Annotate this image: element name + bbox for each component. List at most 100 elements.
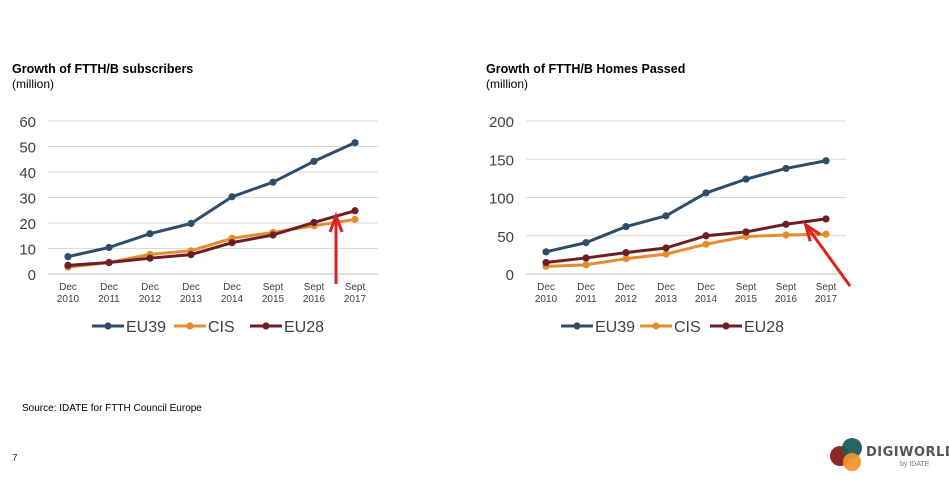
annotation-arrowhead-icon xyxy=(328,211,344,233)
x-tick-label: 2011 xyxy=(575,294,597,305)
x-tick-label: Dec xyxy=(617,282,635,293)
x-tick-label: 2012 xyxy=(139,294,162,305)
chart2-subtitle: (million) xyxy=(486,77,528,91)
data-point-cis xyxy=(822,230,830,238)
data-point-eu28 xyxy=(582,254,590,262)
x-tick-label: Dec xyxy=(697,282,715,293)
data-point-eu39 xyxy=(310,157,318,165)
legend-label-cis: CIS xyxy=(208,319,235,336)
series-line-cis xyxy=(545,232,827,268)
data-point-eu39 xyxy=(351,139,359,147)
data-point-eu28 xyxy=(310,218,318,227)
x-tick-label: Sept xyxy=(263,282,284,293)
data-point-eu39 xyxy=(782,164,790,173)
x-tick-label: Dec xyxy=(657,282,675,293)
data-point-eu39 xyxy=(269,178,277,186)
annotation-arrowhead-icon xyxy=(803,221,821,242)
x-tick-label: 2016 xyxy=(303,294,326,305)
x-tick-label: Dec xyxy=(577,282,595,293)
y-tick-label: 40 xyxy=(19,165,36,182)
data-point-eu39 xyxy=(105,243,113,252)
x-tick-label: 2014 xyxy=(221,294,244,305)
legend-swatch-marker xyxy=(262,322,270,330)
x-tick-label: 2015 xyxy=(262,294,285,305)
data-point-eu28 xyxy=(187,251,195,259)
x-tick-label: 2010 xyxy=(535,294,558,305)
x-tick-label: 2013 xyxy=(180,294,203,305)
x-tick-label: 2011 xyxy=(98,294,120,305)
legend-label-eu39: EU39 xyxy=(126,319,166,336)
data-point-eu39 xyxy=(822,157,830,165)
chart1-title: Growth of FTTH/B subscribers xyxy=(12,62,194,76)
legend-swatch-marker xyxy=(104,322,112,330)
series-line-eu39 xyxy=(67,141,356,259)
data-point-eu39 xyxy=(662,212,670,220)
data-point-cis xyxy=(702,240,710,248)
data-point-eu28 xyxy=(351,207,359,215)
x-tick-label: 2017 xyxy=(344,294,367,305)
x-tick-label: Dec xyxy=(182,282,200,293)
y-tick-label: 50 xyxy=(497,229,514,246)
y-tick-label: 150 xyxy=(489,152,514,169)
x-tick-label: 2013 xyxy=(655,294,678,305)
y-tick-label: 60 xyxy=(19,114,36,131)
annotation-arrow-icon xyxy=(806,227,852,287)
data-point-eu28 xyxy=(105,258,113,267)
x-tick-label: 2014 xyxy=(695,294,718,305)
data-point-eu39 xyxy=(542,248,550,256)
x-tick-label: Sept xyxy=(776,282,797,293)
y-tick-label: 0 xyxy=(506,267,514,284)
x-tick-label: Sept xyxy=(345,282,366,293)
data-point-cis xyxy=(622,255,630,263)
x-tick-label: Dec xyxy=(100,282,118,293)
data-point-eu28 xyxy=(64,261,72,269)
y-tick-label: 50 xyxy=(19,140,36,157)
logo-circles-icon xyxy=(830,438,862,471)
data-point-eu39 xyxy=(702,189,710,197)
y-tick-label: 100 xyxy=(489,191,514,208)
logo-wordmark: DIGIWORLD xyxy=(866,445,949,460)
x-tick-label: Sept xyxy=(736,282,757,293)
legend-label-eu28: EU28 xyxy=(284,319,324,336)
data-point-eu28 xyxy=(228,239,236,247)
data-point-eu28 xyxy=(702,232,710,240)
data-point-cis xyxy=(582,261,590,269)
source-note: Source: IDATE for FTTH Council Europe xyxy=(22,403,202,414)
x-tick-label: 2010 xyxy=(57,294,80,305)
x-tick-label: Dec xyxy=(537,282,555,293)
y-tick-label: 0 xyxy=(28,267,36,284)
legend-label-eu39: EU39 xyxy=(595,319,635,336)
legend-swatch-marker xyxy=(722,322,730,330)
legend-swatch-marker xyxy=(186,322,194,330)
y-tick-label: 20 xyxy=(19,216,36,233)
x-tick-label: Dec xyxy=(141,282,159,293)
logo-byline: by IDATE xyxy=(900,461,930,468)
data-point-eu28 xyxy=(822,215,830,223)
data-point-eu28 xyxy=(269,231,277,239)
x-tick-label: Dec xyxy=(59,282,77,293)
data-point-eu28 xyxy=(622,248,630,257)
y-tick-label: 30 xyxy=(19,191,36,208)
chart2-title: Growth of FTTH/B Homes Passed xyxy=(486,62,686,76)
data-point-eu39 xyxy=(64,253,72,261)
legend-swatch-marker xyxy=(652,322,660,330)
legend-label-eu28: EU28 xyxy=(744,319,784,336)
legend-label-cis: CIS xyxy=(674,319,701,336)
x-tick-label: 2015 xyxy=(735,294,758,305)
data-point-eu28 xyxy=(146,254,154,262)
data-point-eu39 xyxy=(582,239,590,247)
digiworld-logo: DIGIWORLD by IDATE xyxy=(826,436,949,476)
data-point-cis xyxy=(782,231,790,239)
series-line-eu28 xyxy=(67,209,356,267)
data-point-cis xyxy=(662,250,670,258)
x-tick-label: Sept xyxy=(304,282,325,293)
data-point-eu39 xyxy=(622,222,630,231)
x-tick-label: Sept xyxy=(816,282,837,293)
y-tick-label: 10 xyxy=(19,242,36,259)
data-point-eu28 xyxy=(542,258,550,267)
data-point-eu39 xyxy=(742,175,750,183)
data-point-eu39 xyxy=(146,230,154,238)
series-line-eu39 xyxy=(545,159,827,254)
page-number: 7 xyxy=(12,453,18,464)
